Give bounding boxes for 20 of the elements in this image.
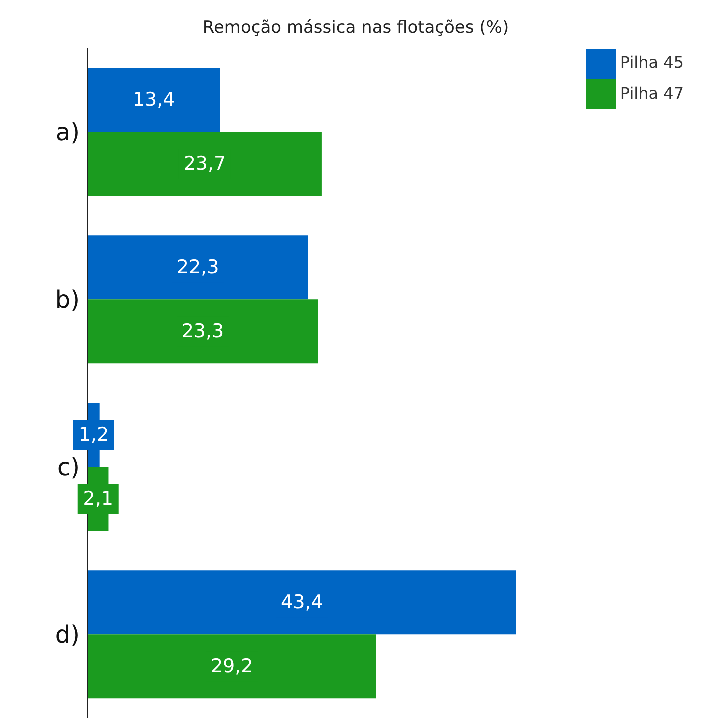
chart-title: Remoção mássica nas flotações (%) (202, 17, 510, 40)
data-label: 1,2 (78, 424, 110, 446)
data-label: 23,7 (184, 153, 226, 176)
y-tick-label: d) (55, 620, 80, 649)
bar (88, 132, 322, 196)
bar (88, 570, 516, 635)
data-label: 29,2 (210, 656, 254, 678)
y-tick-label: a) (56, 118, 80, 146)
y-tick-label: b) (55, 286, 80, 314)
bar (88, 300, 318, 364)
data-label: 13,4 (132, 89, 176, 112)
data-label: 23,3 (182, 320, 224, 343)
legend-label: Pilha 45 (620, 53, 684, 72)
data-label: 43,4 (281, 592, 324, 614)
legend-label: Pilha 47 (620, 84, 684, 103)
bar (88, 634, 376, 699)
bar (88, 236, 308, 300)
data-label: 2,1 (83, 488, 114, 510)
data-label: 22,3 (176, 256, 220, 279)
y-tick-label: c) (57, 453, 80, 482)
